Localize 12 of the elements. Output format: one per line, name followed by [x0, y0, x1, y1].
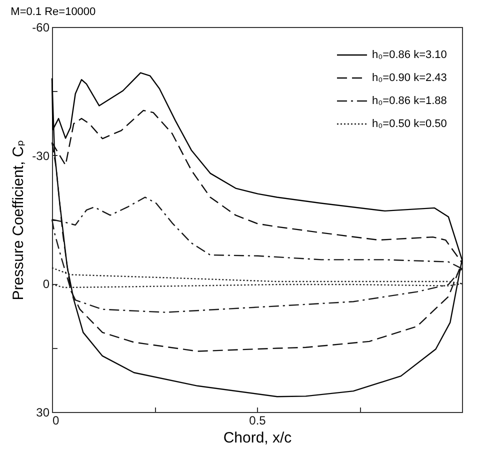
x-tick-label: 0.5: [249, 414, 266, 428]
legend-label: h₀=0.90 k=2.43: [372, 72, 447, 84]
legend-label: h₀=0.86 k=3.10: [372, 49, 447, 61]
legend-label: h₀=0.50 k=0.50: [372, 118, 447, 130]
y-tick-label: 30: [36, 406, 50, 420]
y-tick-label: -30: [32, 148, 50, 163]
y-axis-title: Pressure Coefficient, Cₚ: [10, 140, 28, 300]
chart-title: M=0.1 Re=10000: [10, 6, 96, 18]
y-tick-label: 0: [42, 277, 50, 292]
legend-label: h₀=0.86 k=1.88: [372, 95, 447, 107]
x-axis-title: Chord, x/c: [223, 430, 292, 446]
y-tick-label: -60: [32, 20, 50, 34]
